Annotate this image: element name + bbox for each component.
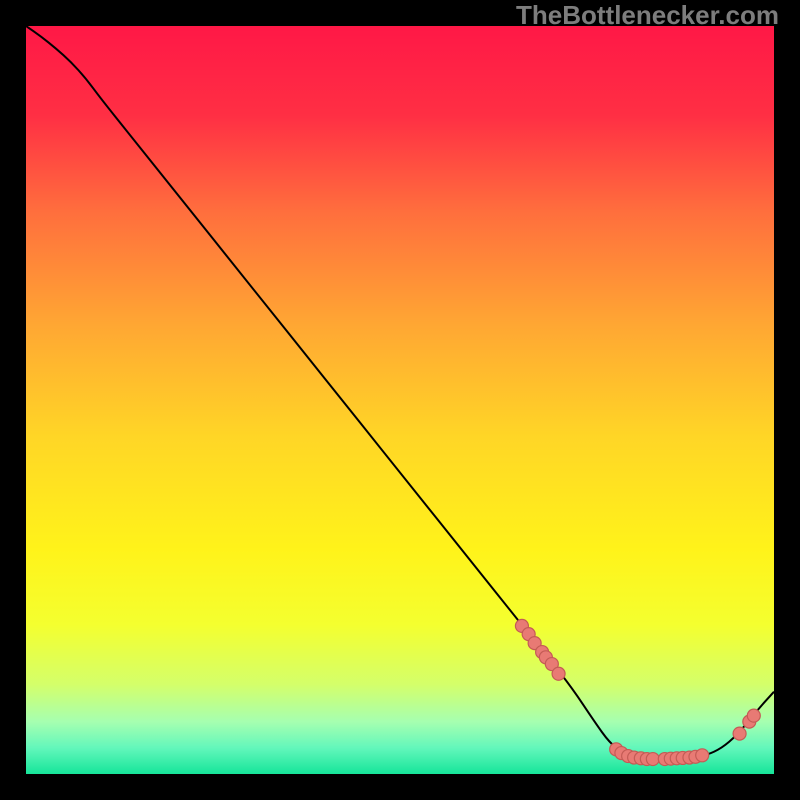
data-marker [696, 749, 709, 762]
data-marker [552, 667, 565, 680]
data-marker [747, 709, 760, 722]
watermark-text: TheBottlenecker.com [516, 0, 779, 31]
data-marker [646, 753, 659, 766]
data-marker [733, 727, 746, 740]
gradient-background [26, 26, 774, 774]
chart-frame [26, 26, 774, 774]
chart-canvas [26, 26, 774, 774]
